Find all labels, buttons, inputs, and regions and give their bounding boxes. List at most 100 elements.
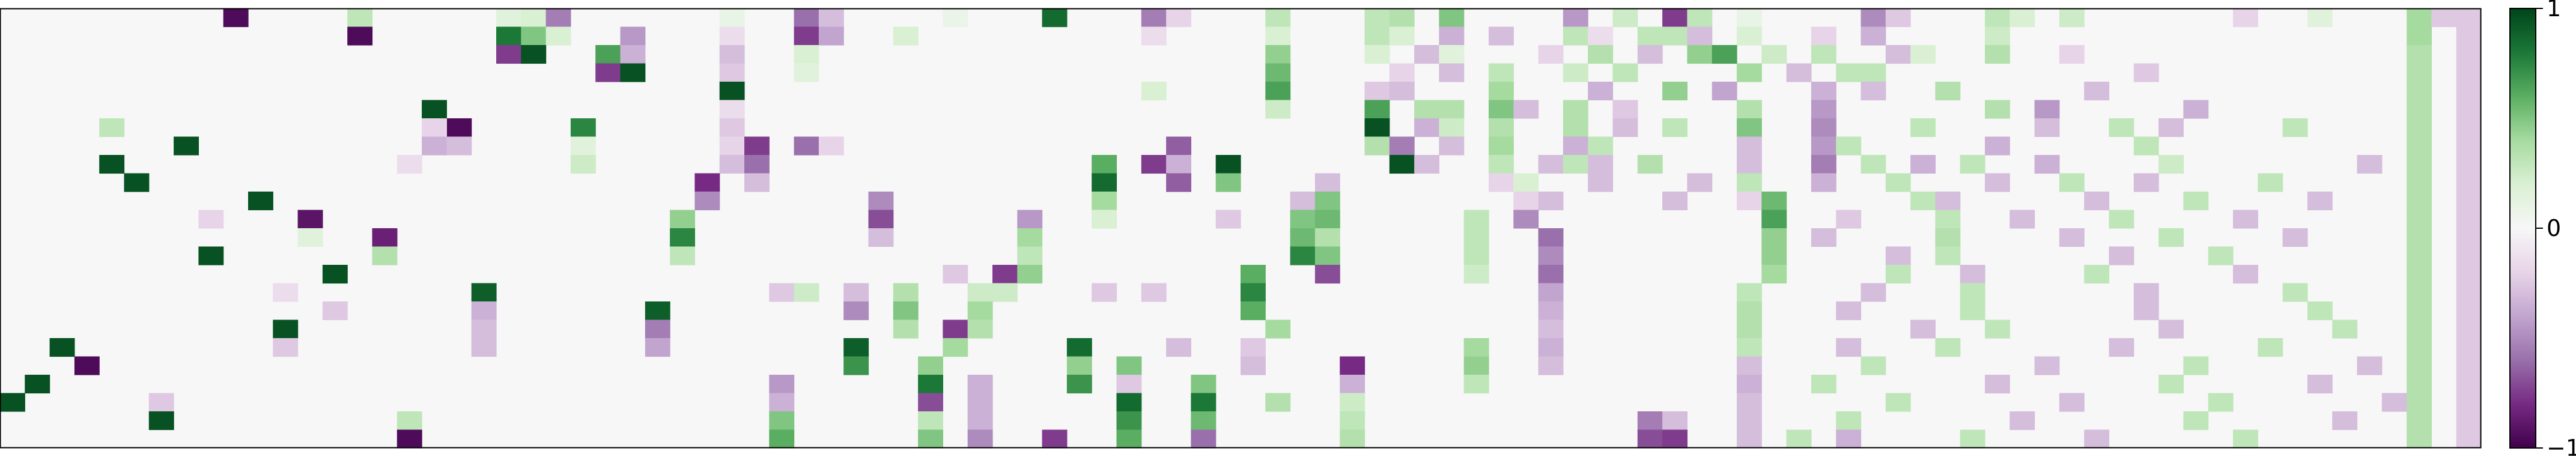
heatmap-cell <box>2407 393 2432 412</box>
heatmap-cell <box>1265 100 1291 119</box>
colorbar-tick-label: 0 <box>2547 215 2561 241</box>
heatmap-cell <box>992 283 1018 302</box>
heatmap-cell <box>1861 82 1886 101</box>
heatmap-cell <box>1811 155 1836 174</box>
heatmap-cell <box>1985 136 2010 156</box>
heatmap-cell <box>1588 26 1614 46</box>
heatmap-cell <box>719 155 745 174</box>
heatmap-cell <box>943 8 968 28</box>
heatmap-cell <box>2109 246 2134 265</box>
heatmap-cell <box>1712 82 1737 101</box>
heatmap-cell <box>2407 8 2432 28</box>
heatmap-cell <box>1439 45 1465 64</box>
heatmap-cell <box>1935 338 1961 357</box>
heatmap-cell <box>794 45 819 64</box>
heatmap-cell <box>794 136 819 156</box>
heatmap-cell <box>1637 411 1663 431</box>
heatmap-cell <box>1166 8 1191 28</box>
heatmap-cell <box>496 8 521 28</box>
heatmap-cell <box>2183 356 2209 375</box>
heatmap-cell <box>1563 100 1588 119</box>
heatmap-cell <box>1314 228 1340 247</box>
heatmap-cell <box>1241 356 1266 375</box>
heatmap-cell <box>1389 155 1415 174</box>
heatmap-cell <box>1141 26 1167 46</box>
heatmap-cell <box>1761 228 1787 247</box>
heatmap-cell <box>1538 155 1564 174</box>
heatmap-cell <box>967 393 993 412</box>
heatmap-cell <box>2407 210 2432 229</box>
heatmap-cell <box>1761 192 1787 211</box>
heatmap-cell <box>719 26 745 46</box>
heatmap-cell <box>1042 8 1068 28</box>
heatmap-cell <box>2282 283 2308 302</box>
heatmap-cell <box>2456 100 2482 119</box>
heatmap-cell <box>595 63 621 82</box>
heatmap-cell <box>521 45 547 64</box>
heatmap-cell <box>1836 411 1862 431</box>
heatmap-cell <box>148 411 174 431</box>
heatmap-cell <box>2233 8 2258 28</box>
heatmap-cell <box>818 8 844 28</box>
colorbar: 1 0 −1 <box>2509 0 2576 461</box>
heatmap-cell <box>1538 356 1564 375</box>
heatmap-cell <box>2158 375 2184 394</box>
heatmap-cell <box>2407 411 2432 431</box>
heatmap-cell <box>1265 26 1291 46</box>
heatmap-cell <box>2009 210 2035 229</box>
heatmap-cell <box>2307 8 2333 28</box>
heatmap-cell <box>2009 411 2035 431</box>
heatmap-cell <box>967 283 993 302</box>
heatmap-cell <box>992 265 1018 284</box>
heatmap-cell <box>1885 246 1911 265</box>
heatmap-cell <box>719 45 745 64</box>
heatmap-cell <box>372 246 398 265</box>
heatmap-cell <box>521 26 547 46</box>
heatmap-cell <box>1761 45 1787 64</box>
heatmap-cell <box>1364 136 1390 156</box>
heatmap-cell <box>1092 173 1117 192</box>
heatmap-cell <box>1364 45 1390 64</box>
heatmap-cell <box>1737 393 1762 412</box>
heatmap-cell <box>2332 411 2358 431</box>
heatmap-cell <box>2456 393 2482 412</box>
heatmap-cell <box>1364 118 1390 138</box>
heatmap-cell <box>1588 45 1614 64</box>
heatmap-cell <box>1191 429 1217 449</box>
heatmap-cell <box>2407 283 2432 302</box>
heatmap-cell <box>818 26 844 46</box>
heatmap-cell <box>396 411 422 431</box>
heatmap-cell <box>1563 118 1588 138</box>
heatmap-cell <box>1811 173 1836 192</box>
heatmap-cell <box>1737 192 1762 211</box>
heatmap-cell <box>2456 246 2482 265</box>
heatmap-cell <box>1439 26 1465 46</box>
heatmap-cell <box>2009 8 2035 28</box>
heatmap-cell <box>198 210 224 229</box>
heatmap-cell <box>2357 356 2383 375</box>
heatmap-cell <box>918 375 943 394</box>
heatmap-cell <box>1811 136 1836 156</box>
heatmap-cell <box>1861 356 1886 375</box>
heatmap-cell <box>670 228 695 247</box>
heatmap-cell <box>1687 45 1713 64</box>
heatmap-cell <box>2407 45 2432 64</box>
heatmap-cell <box>1538 301 1564 321</box>
heatmap-cell <box>2133 301 2159 321</box>
heatmap-cell <box>0 393 25 412</box>
heatmap-cell <box>1811 45 1836 64</box>
heatmap-cell <box>1066 338 1092 357</box>
heatmap-cell <box>1737 319 1762 339</box>
heatmap-cell <box>1786 63 1812 82</box>
heatmap-cell <box>1563 8 1588 28</box>
heatmap-cell <box>1637 26 1663 46</box>
heatmap-cell <box>1935 210 1961 229</box>
heatmap-cell <box>2034 356 2060 375</box>
heatmap-cell <box>1662 429 1687 449</box>
heatmap-cell <box>2407 118 2432 138</box>
heatmap-cell <box>670 210 695 229</box>
heatmap-cell <box>918 411 943 431</box>
heatmap-cell <box>99 155 125 174</box>
heatmap-cell <box>25 375 50 394</box>
heatmap-cell <box>2133 136 2159 156</box>
